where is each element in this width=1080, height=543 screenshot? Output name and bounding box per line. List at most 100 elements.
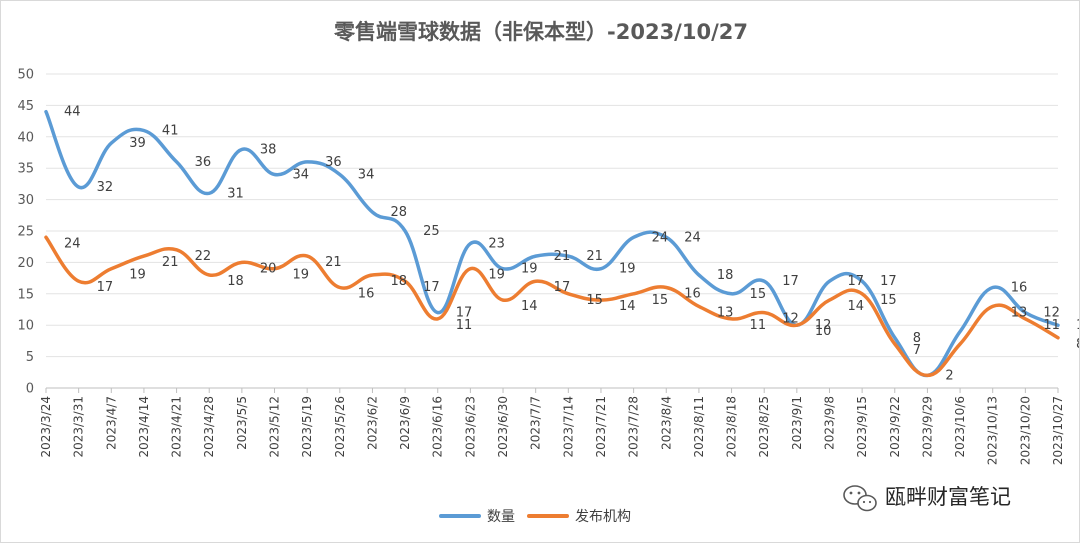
x-tick-label: 2023/9/15 bbox=[855, 396, 869, 458]
y-axis-ticks: 0 5 10 15 20 25 30 35 40 45 50 bbox=[17, 68, 34, 397]
x-tick-label: 2023/9/8 bbox=[822, 396, 836, 450]
x-tick-label: 2023/7/7 bbox=[529, 396, 543, 450]
data-label: 25 bbox=[423, 224, 440, 239]
data-label: 19 bbox=[129, 268, 146, 283]
data-label: 18 bbox=[390, 274, 407, 289]
data-label: 17 bbox=[847, 274, 864, 289]
y-tick-label: 0 bbox=[26, 382, 34, 397]
data-label: 8 bbox=[913, 331, 921, 346]
data-label: 32 bbox=[97, 180, 114, 195]
x-tick-label: 2023/8/18 bbox=[725, 396, 739, 458]
x-tick-label: 2023/7/14 bbox=[561, 396, 575, 458]
legend-label-issuers: 发布机构 bbox=[575, 509, 631, 525]
x-tick-label: 2023/8/4 bbox=[659, 396, 673, 450]
data-label: 15 bbox=[652, 293, 669, 308]
watermark: 瓯畔财富笔记 bbox=[843, 485, 1011, 512]
data-label: 13 bbox=[1011, 305, 1028, 320]
y-tick-label: 45 bbox=[17, 99, 34, 114]
wechat-icon bbox=[843, 485, 877, 512]
data-label: 11 bbox=[1043, 318, 1060, 333]
y-tick-label: 40 bbox=[17, 130, 34, 145]
data-label: 21 bbox=[162, 255, 179, 270]
x-tick-label: 2023/3/31 bbox=[72, 396, 86, 458]
series-line-quantity bbox=[44, 109, 1060, 378]
data-label: 34 bbox=[293, 167, 310, 182]
x-tick-label: 2023/10/13 bbox=[986, 396, 1000, 465]
legend-label-quantity: 数量 bbox=[487, 509, 515, 525]
data-label: 36 bbox=[195, 155, 212, 170]
x-tick-label: 2023/6/16 bbox=[431, 396, 445, 458]
data-label: 12 bbox=[815, 318, 832, 333]
data-label: 14 bbox=[847, 299, 864, 314]
data-label: 15 bbox=[586, 293, 603, 308]
x-tick-label: 2023/7/28 bbox=[627, 396, 641, 458]
y-tick-label: 5 bbox=[26, 350, 34, 365]
x-tick-label: 2023/4/7 bbox=[104, 396, 118, 450]
data-label: 12 bbox=[782, 312, 799, 327]
x-tick-label: 2023/6/9 bbox=[398, 396, 412, 450]
data-label: 19 bbox=[521, 262, 538, 277]
data-label: 19 bbox=[488, 268, 505, 283]
y-tick-label: 50 bbox=[17, 68, 34, 83]
data-label: 24 bbox=[64, 236, 81, 251]
x-tick-label: 2023/6/23 bbox=[463, 396, 477, 458]
x-tick-label: 2023/5/26 bbox=[333, 396, 347, 458]
data-label: 15 bbox=[750, 287, 767, 302]
y-tick-label: 30 bbox=[17, 193, 34, 208]
x-tick-label: 2023/4/28 bbox=[202, 396, 216, 458]
data-label: 39 bbox=[129, 136, 146, 151]
data-label: 17 bbox=[554, 280, 571, 295]
x-tick-label: 2023/9/22 bbox=[888, 396, 902, 458]
data-label: 21 bbox=[586, 249, 603, 264]
x-tick-label: 2023/10/27 bbox=[1051, 396, 1065, 465]
data-label: 14 bbox=[521, 299, 538, 314]
y-tick-label: 20 bbox=[17, 256, 34, 271]
data-label: 24 bbox=[652, 230, 669, 245]
data-label: 11 bbox=[750, 318, 767, 333]
y-tick-label: 25 bbox=[17, 225, 34, 240]
data-label: 16 bbox=[358, 287, 375, 302]
data-label: 17 bbox=[423, 280, 440, 295]
data-label: 17 bbox=[456, 306, 473, 321]
data-label: 38 bbox=[260, 142, 277, 157]
data-label: 36 bbox=[325, 155, 342, 170]
y-tick-label: 10 bbox=[17, 319, 34, 334]
data-label: 19 bbox=[293, 268, 310, 283]
x-tick-label: 2023/4/21 bbox=[170, 396, 184, 458]
data-label: 18 bbox=[717, 268, 734, 283]
data-label: 24 bbox=[684, 230, 701, 245]
x-tick-label: 2023/5/5 bbox=[235, 396, 249, 450]
data-label: 14 bbox=[619, 299, 636, 314]
data-label: 23 bbox=[488, 237, 505, 252]
chart-title: 零售端雪球数据（非保本型）-2023/10/27 bbox=[333, 20, 748, 44]
grid-lines bbox=[46, 73, 1058, 389]
x-tick-label: 2023/6/30 bbox=[496, 396, 510, 458]
x-tick-label: 2023/10/6 bbox=[953, 396, 967, 458]
data-label: 2 bbox=[945, 368, 953, 383]
data-label: 21 bbox=[554, 249, 571, 264]
data-label: 34 bbox=[358, 167, 375, 182]
x-tick-label: 2023/5/19 bbox=[300, 396, 314, 458]
data-label: 12 bbox=[1043, 306, 1060, 321]
data-label: 10 bbox=[1076, 318, 1079, 333]
data-label: 28 bbox=[390, 205, 407, 220]
x-axis-ticks: 2023/3/24 2023/3/31 2023/4/7 2023/4/14 2023/… bbox=[39, 388, 1065, 465]
watermark-text: 瓯畔财富笔记 bbox=[885, 485, 1011, 509]
x-tick-label: 2023/7/21 bbox=[594, 396, 608, 458]
data-label: 7 bbox=[913, 343, 921, 358]
x-tick-label: 2023/9/29 bbox=[920, 396, 934, 458]
data-label: 15 bbox=[880, 293, 897, 308]
data-label: 16 bbox=[684, 287, 701, 302]
data-label: 17 bbox=[782, 274, 799, 289]
data-label: 13 bbox=[717, 305, 734, 320]
x-tick-label: 2023/8/11 bbox=[692, 396, 706, 458]
data-label: 19 bbox=[619, 262, 636, 277]
data-label: 10 bbox=[815, 324, 832, 339]
x-tick-label: 2023/10/20 bbox=[1018, 396, 1032, 465]
data-label: 21 bbox=[325, 255, 342, 270]
data-label: 31 bbox=[227, 186, 244, 201]
data-label: 22 bbox=[195, 249, 212, 264]
x-tick-label: 2023/4/14 bbox=[137, 396, 151, 458]
data-label: 20 bbox=[260, 261, 277, 276]
